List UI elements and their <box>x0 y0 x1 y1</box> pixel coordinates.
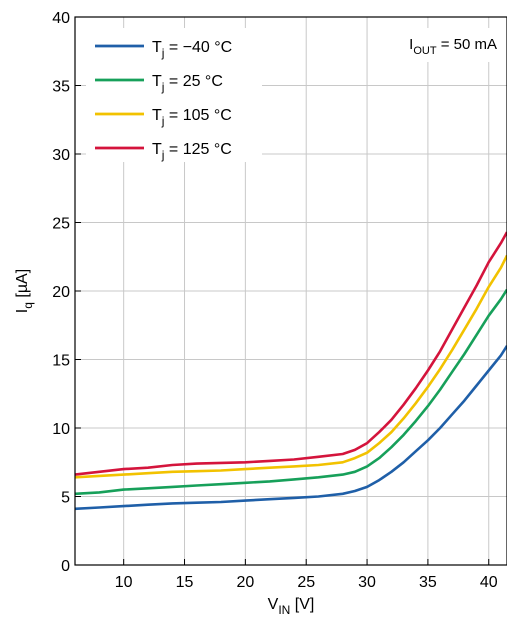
legend-background <box>86 28 262 162</box>
grid <box>75 17 507 565</box>
legend-label-3: Tj = 125 °C <box>152 141 232 162</box>
x-tick-label-4: 30 <box>358 574 376 591</box>
x-tick-label-0: 10 <box>115 574 133 591</box>
y-tick-label-8: 40 <box>52 10 70 27</box>
y-axis-label: Iq [µA] <box>14 269 35 313</box>
legend-label-1: Tj = 25 °C <box>152 73 223 94</box>
legend-label-0: Tj = −40 °C <box>152 39 232 60</box>
series-line-3 <box>74 231 507 476</box>
y-tick-label-5: 25 <box>52 216 70 233</box>
x-tick-label-1: 15 <box>176 574 194 591</box>
legend: Tj = −40 °C Tj = 25 °C Tj = 105 °C Tj = 125… <box>95 39 232 162</box>
x-tick-label-3: 25 <box>297 574 315 591</box>
series-line-0 <box>74 345 507 511</box>
y-tick-label-7: 35 <box>52 79 70 96</box>
x-tick-label-5: 35 <box>419 574 437 591</box>
y-tick-label-3: 15 <box>52 353 70 370</box>
x-tick-label-2: 20 <box>236 574 254 591</box>
y-axis-ticks: 0 5 10 15 20 25 30 35 40 <box>52 10 81 575</box>
legend-label-2: Tj = 105 °C <box>152 107 232 128</box>
y-tick-label-4: 20 <box>52 284 70 301</box>
x-tick-label-6: 40 <box>480 574 498 591</box>
y-tick-label-6: 30 <box>52 147 70 164</box>
x-axis-label: VIN [V] <box>268 596 315 617</box>
series-line-2 <box>74 254 507 479</box>
annotation-background <box>374 28 502 62</box>
y-tick-label-2: 10 <box>52 421 70 438</box>
series-line-1 <box>74 288 507 496</box>
y-tick-label-0: 0 <box>61 558 70 575</box>
y-tick-label-1: 5 <box>61 490 70 507</box>
x-axis-ticks: 10 15 20 25 30 35 40 <box>115 559 498 591</box>
annotation-iout: IOUT = 50 mA <box>409 36 497 57</box>
series-lines <box>74 231 507 511</box>
